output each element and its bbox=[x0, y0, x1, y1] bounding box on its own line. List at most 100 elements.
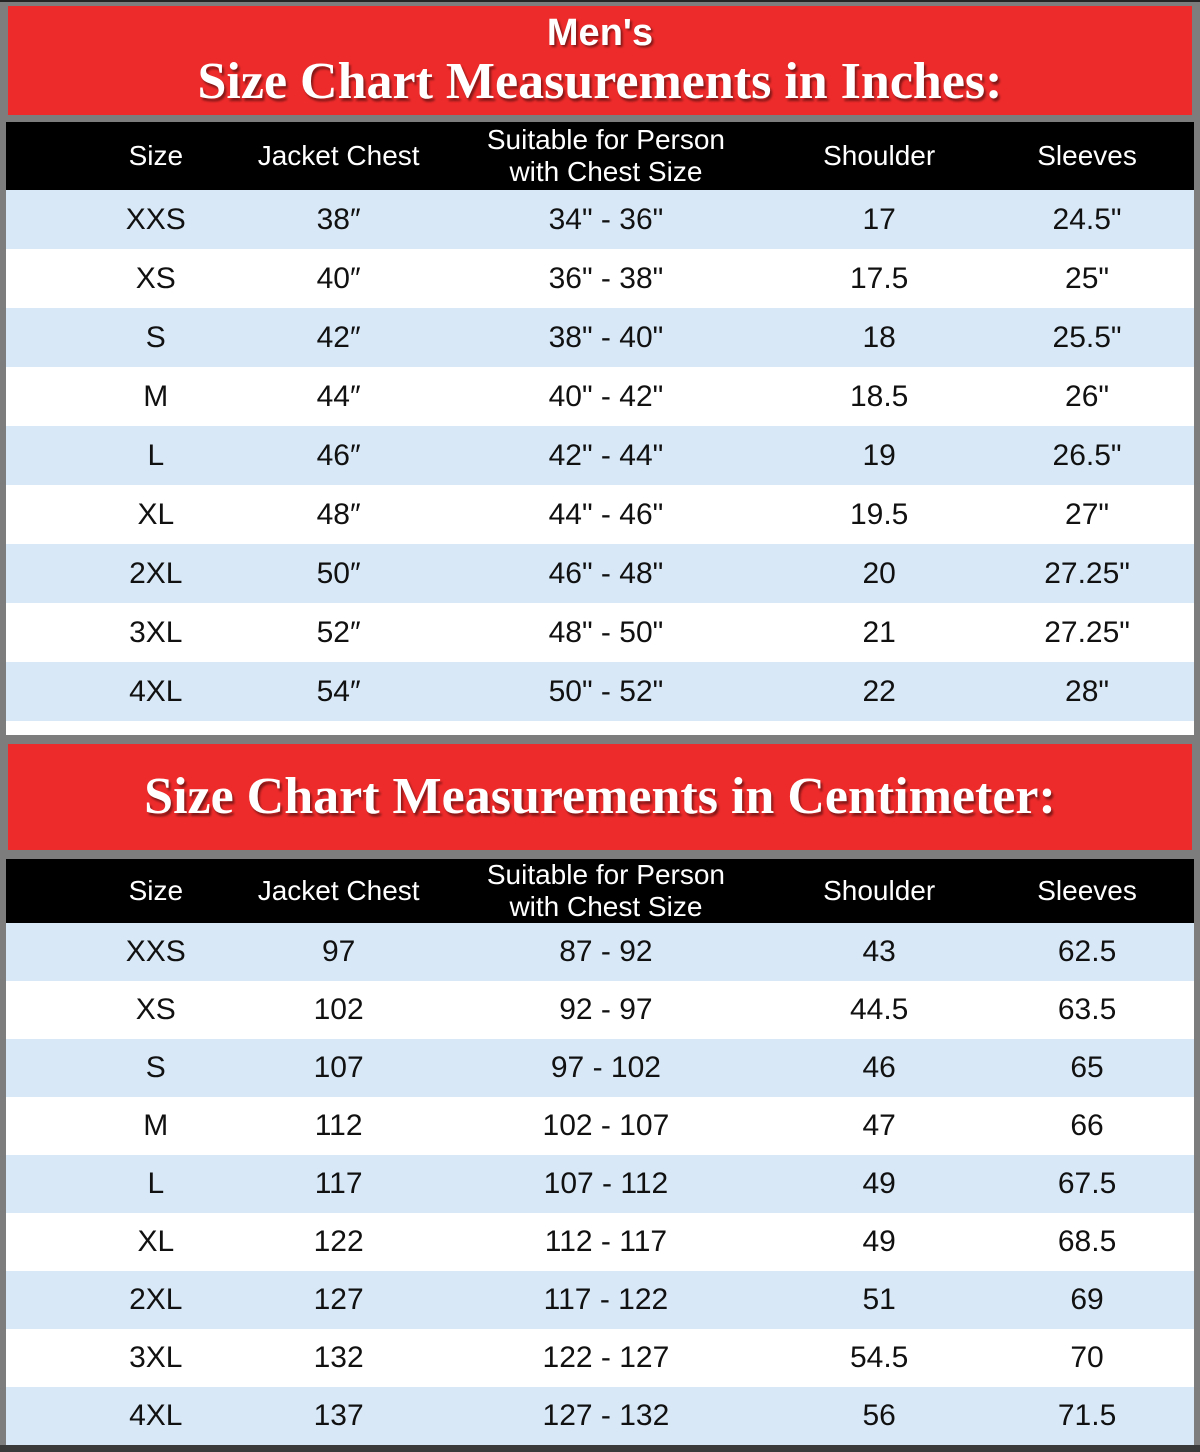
cell-sleeves: 27" bbox=[1065, 497, 1110, 531]
cell-sleeves: 68.5 bbox=[1057, 1224, 1117, 1258]
table-row-m: M 112 102 - 107 47 66 bbox=[6, 1096, 1194, 1155]
column-header-jacket-chest: Jacket Chest bbox=[243, 122, 434, 191]
cell-shoulder: 17 bbox=[862, 202, 896, 236]
column-header-suitable-for-person: Suitable for Person with Chest Size bbox=[433, 122, 779, 191]
column-header-suitable-for-person: Suitable for Person with Chest Size bbox=[433, 858, 779, 923]
column-header-size: Size bbox=[6, 858, 244, 923]
cell-jacket-chest: 48″ bbox=[316, 497, 361, 531]
cell-size: L bbox=[147, 1166, 165, 1200]
cell-suitable-for-person: 112 - 117 bbox=[544, 1224, 668, 1258]
centimeter-banner-title: Size Chart Measurements in Centimeter: bbox=[144, 768, 1056, 826]
cell-sleeves: 71.5 bbox=[1057, 1398, 1117, 1432]
cell-size: 3XL bbox=[129, 615, 183, 649]
inches-section: Men's Size Chart Measurements in Inches:… bbox=[0, 6, 1200, 736]
cell-sleeves: 25.5" bbox=[1052, 320, 1122, 354]
cell-suitable-for-person: 97 - 102 bbox=[550, 1050, 661, 1084]
cell-suitable-for-person: 127 - 132 bbox=[542, 1398, 670, 1432]
cell-jacket-chest: 112 bbox=[314, 1108, 363, 1142]
cell-jacket-chest: 46″ bbox=[316, 438, 361, 472]
cell-sleeves: 24.5" bbox=[1052, 202, 1122, 236]
cell-size: S bbox=[145, 320, 166, 354]
cell-jacket-chest: 122 bbox=[313, 1224, 364, 1258]
cell-jacket-chest: 42″ bbox=[316, 320, 361, 354]
table-row-xl: XL 122 112 - 117 49 68.5 bbox=[6, 1212, 1194, 1271]
inches-table-body: XXS 38″ 34" - 36" 17 24.5" XS 40″ 36" - 38" 17.5… bbox=[6, 190, 1194, 722]
cell-suitable-for-person: 102 - 107 bbox=[542, 1108, 670, 1142]
cell-suitable-for-person: 122 - 127 bbox=[542, 1340, 670, 1374]
cell-jacket-chest: 38″ bbox=[316, 202, 361, 236]
cell-shoulder: 49 bbox=[862, 1224, 896, 1258]
centimeter-table-header: Size Jacket Chest Suitable for Person with… bbox=[6, 858, 1194, 923]
header-row: Size Jacket Chest Suitable for Person with… bbox=[6, 858, 1194, 923]
table-row-xxs: XXS 38″ 34" - 36" 17 24.5" bbox=[6, 190, 1194, 250]
frame-gap bbox=[0, 850, 1200, 859]
cell-jacket-chest: 132 bbox=[313, 1340, 364, 1374]
cell-suitable-for-person: 50" - 52" bbox=[548, 674, 664, 708]
centimeter-section: Size Chart Measurements in Centimeter: S… bbox=[0, 743, 1200, 1445]
cell-jacket-chest: 127 bbox=[313, 1282, 364, 1316]
header-row: Size Jacket Chest Suitable for Person with… bbox=[6, 122, 1194, 191]
top-border-strip bbox=[0, 0, 1200, 3]
table-row-4xl: 4XL 54″ 50" - 52" 22 28" bbox=[6, 662, 1194, 722]
cell-suitable-for-person: 40" - 42" bbox=[548, 379, 664, 413]
cell-shoulder: 44.5 bbox=[849, 992, 909, 1026]
centimeter-size-table: Size Jacket Chest Suitable for Person with… bbox=[6, 858, 1194, 1445]
cell-jacket-chest: 97 bbox=[321, 934, 356, 968]
cell-size: M bbox=[143, 379, 169, 413]
cell-size: 2XL bbox=[129, 1282, 183, 1316]
cell-shoulder: 46 bbox=[862, 1050, 896, 1084]
cell-shoulder: 21 bbox=[862, 615, 896, 649]
frame-gap bbox=[0, 115, 1200, 122]
cell-sleeves: 70 bbox=[1070, 1340, 1104, 1374]
cell-shoulder: 56 bbox=[862, 1398, 896, 1432]
cell-suitable-for-person: 92 - 97 bbox=[559, 992, 653, 1026]
cell-jacket-chest: 40″ bbox=[316, 261, 361, 295]
cell-suitable-for-person: 107 - 112 bbox=[543, 1166, 669, 1200]
cell-sleeves: 27.25" bbox=[1044, 615, 1130, 649]
inches-banner-eyebrow: Men's bbox=[546, 12, 654, 55]
cell-sleeves: 69 bbox=[1070, 1282, 1104, 1316]
column-header-shoulder: Shoulder bbox=[778, 858, 981, 923]
cell-shoulder: 17.5 bbox=[849, 261, 909, 295]
cell-size: 4XL bbox=[129, 1398, 183, 1432]
cell-shoulder: 43 bbox=[862, 934, 896, 968]
cell-size: 2XL bbox=[129, 556, 183, 590]
cell-size: 3XL bbox=[129, 1340, 183, 1374]
cell-size: XXS bbox=[125, 934, 186, 968]
cell-suitable-for-person: 48" - 50" bbox=[548, 615, 664, 649]
cell-sleeves: 66 bbox=[1070, 1108, 1104, 1142]
cell-sleeves: 28" bbox=[1065, 674, 1110, 708]
cell-suitable-for-person: 87 - 92 bbox=[559, 934, 653, 968]
inches-table-footer-gap bbox=[6, 721, 1194, 736]
cell-shoulder: 19.5 bbox=[849, 497, 909, 531]
cell-sleeves: 26" bbox=[1065, 379, 1110, 413]
cell-shoulder: 54.5 bbox=[849, 1340, 909, 1374]
cell-suitable-for-person: 46" - 48" bbox=[548, 556, 664, 590]
cell-shoulder: 19 bbox=[862, 438, 896, 472]
table-row-xxs: XXS 97 87 - 92 43 62.5 bbox=[6, 922, 1194, 981]
cell-suitable-for-person: 42" - 44" bbox=[548, 438, 664, 472]
cell-jacket-chest: 50″ bbox=[316, 556, 361, 590]
table-row-2xl: 2XL 50″ 46" - 48" 20 27.25" bbox=[6, 544, 1194, 604]
cell-size: XXS bbox=[125, 202, 186, 236]
column-header-jacket-chest: Jacket Chest bbox=[243, 858, 434, 923]
cell-suitable-for-person: 38" - 40" bbox=[548, 320, 664, 354]
cell-shoulder: 47 bbox=[862, 1108, 896, 1142]
cell-shoulder: 18 bbox=[862, 320, 896, 354]
cell-sleeves: 62.5 bbox=[1057, 934, 1117, 968]
cell-jacket-chest: 117 bbox=[314, 1166, 363, 1200]
cell-jacket-chest: 102 bbox=[313, 992, 364, 1026]
column-header-shoulder: Shoulder bbox=[778, 122, 981, 191]
table-row-xs: XS 102 92 - 97 44.5 63.5 bbox=[6, 980, 1194, 1039]
cell-sleeves: 27.25" bbox=[1044, 556, 1130, 590]
inches-size-table: Size Jacket Chest Suitable for Person with… bbox=[6, 122, 1194, 722]
column-header-sleeves: Sleeves bbox=[980, 858, 1194, 923]
table-row-3xl: 3XL 132 122 - 127 54.5 70 bbox=[6, 1328, 1194, 1387]
cell-size: XS bbox=[135, 261, 176, 295]
column-header-size: Size bbox=[6, 122, 244, 191]
cell-size: XL bbox=[137, 1224, 175, 1258]
cell-jacket-chest: 44″ bbox=[316, 379, 361, 413]
cell-suitable-for-person: 34" - 36" bbox=[548, 202, 664, 236]
cell-jacket-chest: 107 bbox=[313, 1050, 364, 1084]
